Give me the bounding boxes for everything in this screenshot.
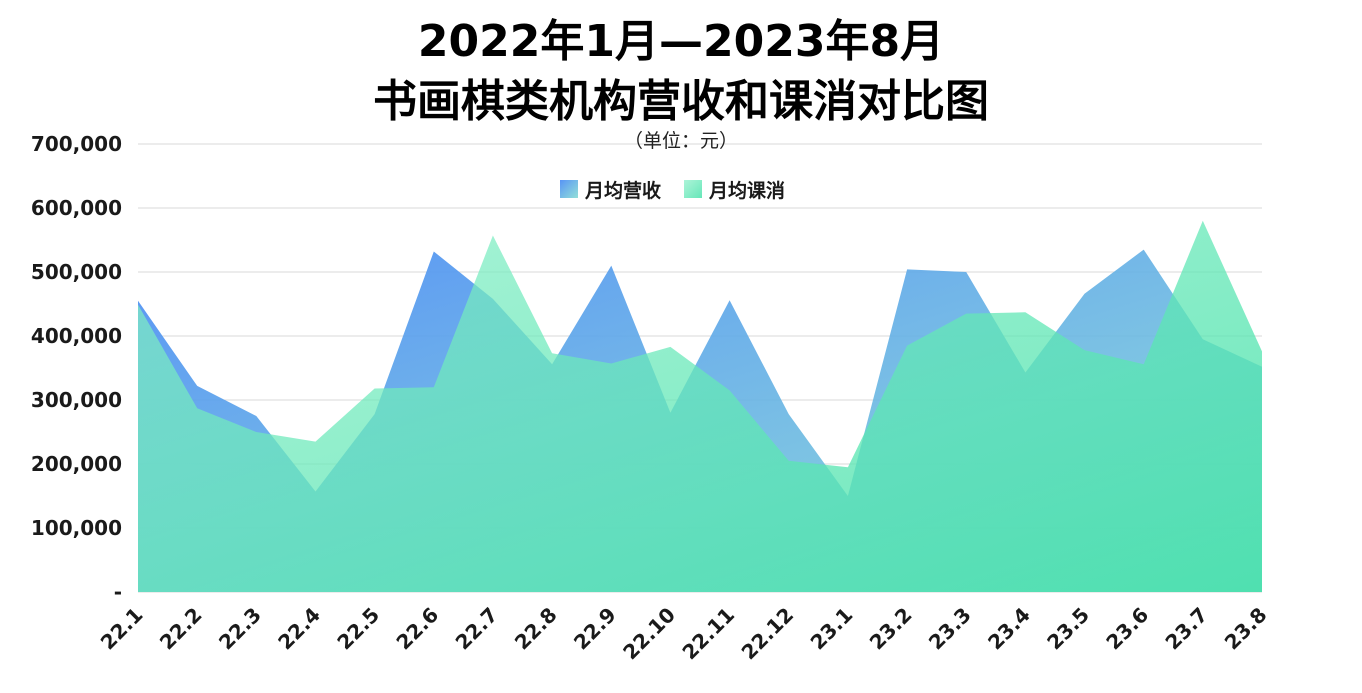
- series-areas: [138, 220, 1263, 592]
- x-tick-label: 23.5: [1042, 603, 1094, 655]
- y-axis-ticks: - 100,000 200,000 300,000 400,000 500,000 600,…: [31, 132, 122, 604]
- x-tick-label: 23.3: [924, 603, 976, 655]
- x-tick-label: 23.2: [865, 603, 917, 655]
- x-tick-label: 22.6: [391, 603, 443, 655]
- x-tick-label: 23.7: [1161, 603, 1213, 655]
- x-tick-label: 22.10: [618, 603, 680, 665]
- y-tick-label: -: [114, 580, 122, 604]
- x-tick-label: 22.5: [332, 603, 384, 655]
- x-tick-label: 22.4: [273, 603, 325, 655]
- x-tick-label: 23.4: [983, 603, 1035, 655]
- legend-swatch-revenue: [560, 180, 578, 198]
- y-tick-label: 500,000: [31, 260, 122, 284]
- chart-title-line1: 2022年1月—2023年8月: [418, 16, 944, 67]
- x-axis-ticks: 22.1 22.2 22.3 22.4 22.5 22.6 22.7 22.8 22.922.1…: [96, 603, 1272, 665]
- x-tick-label: 22.11: [677, 603, 739, 665]
- legend-swatch-consume: [684, 180, 702, 198]
- legend-label-revenue: 月均营收: [584, 179, 661, 202]
- x-tick-label: 22.9: [569, 603, 621, 655]
- x-tick-label: 22.7: [451, 603, 503, 655]
- x-tick-label: 23.6: [1101, 603, 1153, 655]
- x-tick-label: 23.8: [1220, 603, 1272, 655]
- x-tick-label: 22.12: [737, 603, 799, 665]
- y-tick-label: 700,000: [31, 132, 122, 156]
- legend-label-consume: 月均课消: [708, 179, 785, 202]
- series-area-consume: [138, 221, 1262, 592]
- x-tick-label: 22.8: [510, 603, 562, 655]
- chart-subtitle: （单位：元）: [624, 130, 738, 152]
- y-tick-label: 300,000: [31, 388, 122, 412]
- x-tick-label: 22.3: [214, 603, 266, 655]
- y-tick-label: 400,000: [31, 324, 122, 348]
- y-tick-label: 600,000: [31, 196, 122, 220]
- legend: 月均营收 月均课消: [560, 179, 785, 202]
- x-tick-label: 22.1: [96, 603, 148, 655]
- y-tick-label: 200,000: [31, 452, 122, 476]
- x-tick-label: 23.1: [806, 603, 858, 655]
- chart-title-line2: 书画棋类机构营收和课消对比图: [373, 76, 989, 127]
- x-tick-label: 22.2: [155, 603, 207, 655]
- y-tick-label: 100,000: [31, 516, 122, 540]
